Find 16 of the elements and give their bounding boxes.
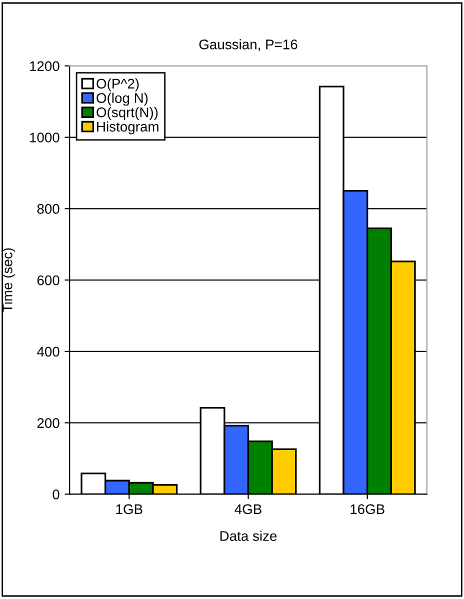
y-tick-label: 400 [37, 346, 60, 357]
x-tick-label: 16GB [350, 504, 384, 514]
y-tick-label: 800 [37, 204, 60, 214]
y-tick-label: 1000 [30, 132, 60, 142]
legend-label: O(sqrt(N)) [96, 107, 158, 120]
chart-title: Gaussian, P=16 [199, 39, 298, 51]
x-tick-label: 1GB [116, 504, 142, 514]
x-axis-title: Data size [220, 530, 277, 541]
legend-label: O(P^2) [96, 78, 139, 92]
x-tick-label: 4GB [234, 504, 262, 514]
y-tick-label: 0 [52, 490, 60, 500]
legend-label: O(log N) [96, 92, 148, 106]
y-tick-label: 600 [37, 275, 60, 286]
legend-label: Histogram [97, 121, 158, 134]
y-tick-label: 200 [37, 418, 60, 428]
y-tick-label: 1200 [30, 61, 60, 72]
